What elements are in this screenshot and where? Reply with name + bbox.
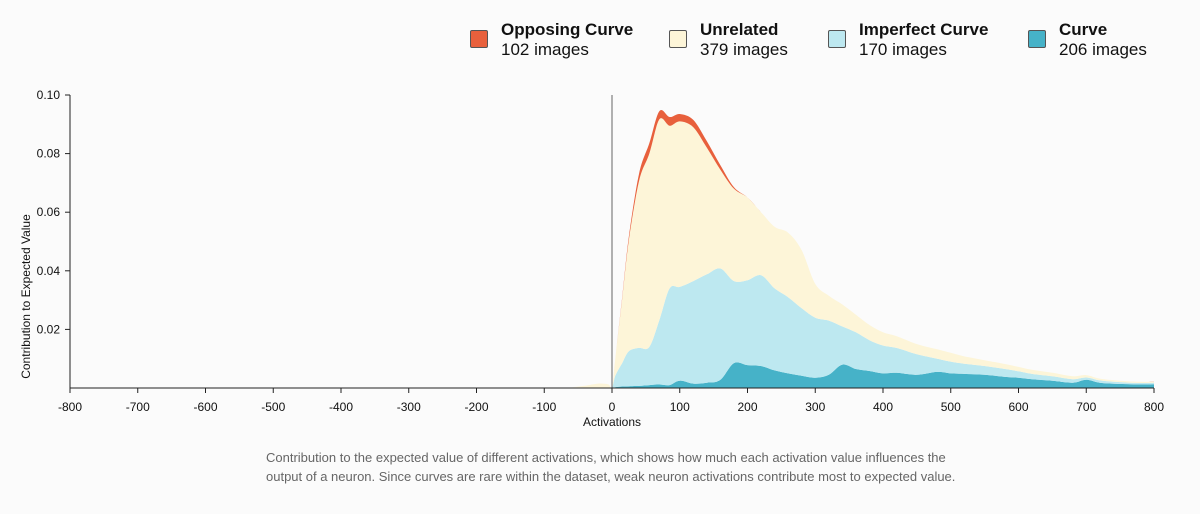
- x-axis-label: Activations: [583, 415, 641, 429]
- x-tick-label: 300: [805, 400, 825, 414]
- legend-label-opposing-curve: Opposing Curve: [501, 20, 634, 39]
- legend-swatch-imperfect-curve: [828, 30, 846, 48]
- activation-chart: -800 -700 -600 -500 -400 -300 -200 -100 0 100 200 3…: [19, 88, 1164, 429]
- x-axis-ticks: -800 -700 -600 -500 -400 -300 -200 -100 0 100 200 3…: [58, 388, 1164, 414]
- x-tick-label: -600: [193, 400, 217, 414]
- figure-caption: Contribution to the expected value of di…: [266, 450, 956, 484]
- legend-label-imperfect-curve: Imperfect Curve: [859, 20, 989, 39]
- legend-count-opposing-curve: 102 images: [501, 40, 589, 59]
- y-axis-label: Contribution to Expected Value: [19, 214, 33, 379]
- x-tick-label: -500: [261, 400, 285, 414]
- x-tick-label: -800: [58, 400, 82, 414]
- y-axis-ticks: 0.02 0.04 0.06 0.08 0.10: [37, 88, 70, 336]
- x-tick-label: 0: [609, 400, 616, 414]
- chart-legend: Opposing Curve 102 images Unrelated 379 …: [0, 20, 1200, 64]
- y-tick-label: 0.02: [37, 322, 61, 336]
- y-tick-label: 0.06: [37, 205, 61, 219]
- x-tick-label: -300: [397, 400, 421, 414]
- legend-label-unrelated: Unrelated: [700, 20, 779, 39]
- x-tick-label: 200: [737, 400, 757, 414]
- y-tick-label: 0.08: [37, 147, 61, 161]
- x-tick-label: -700: [126, 400, 150, 414]
- y-tick-label: 0.10: [37, 88, 61, 102]
- x-tick-label: -100: [532, 400, 556, 414]
- legend-swatch-unrelated: [669, 30, 687, 48]
- x-tick-label: 100: [670, 400, 690, 414]
- legend-label-curve: Curve: [1059, 20, 1108, 39]
- x-tick-label: 800: [1144, 400, 1164, 414]
- legend-count-curve: 206 images: [1059, 40, 1147, 59]
- x-tick-label: -200: [464, 400, 488, 414]
- x-tick-label: 700: [1076, 400, 1096, 414]
- y-tick-label: 0.04: [37, 264, 61, 278]
- area-curve: [70, 362, 1154, 389]
- legend-swatch-opposing-curve: [470, 30, 488, 48]
- x-tick-label: -400: [329, 400, 353, 414]
- x-tick-label: 600: [1008, 400, 1028, 414]
- legend-swatch-curve: [1028, 30, 1046, 48]
- area-imperfect-curve: [70, 268, 1154, 389]
- stacked-areas: [70, 109, 1154, 390]
- legend-count-unrelated: 379 images: [700, 40, 788, 59]
- x-tick-label: 400: [873, 400, 893, 414]
- legend-count-imperfect-curve: 170 images: [859, 40, 947, 59]
- x-tick-label: 500: [941, 400, 961, 414]
